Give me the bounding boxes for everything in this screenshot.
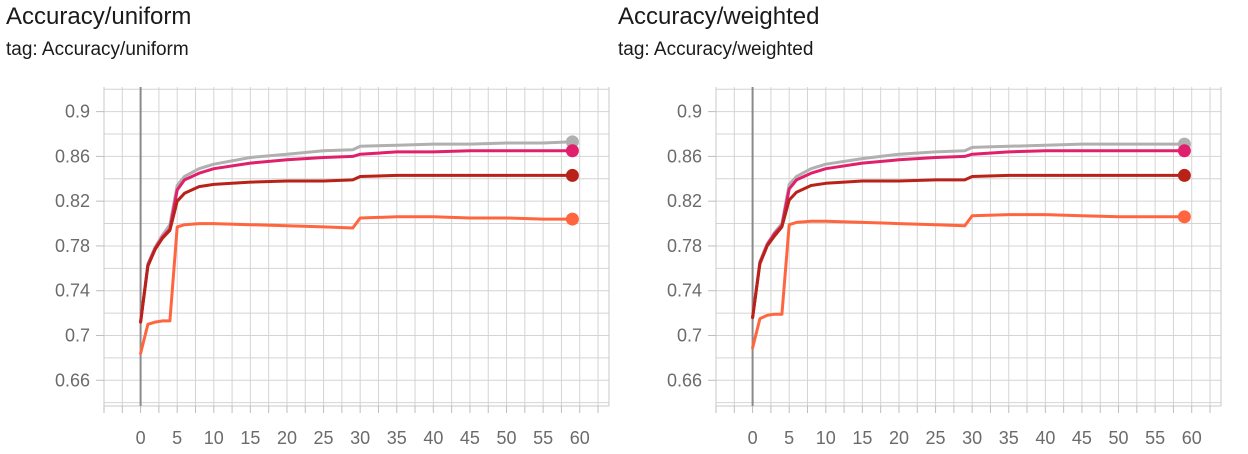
x-tick-label: 15	[852, 428, 872, 448]
x-tick-label: 15	[240, 428, 260, 448]
x-tick-label: 25	[926, 428, 946, 448]
y-tick-label: 0.74	[55, 281, 90, 301]
chart-title: Accuracy/weighted	[618, 3, 820, 30]
x-tick-label: 40	[423, 428, 443, 448]
series-endpoint-1[interactable]	[565, 144, 579, 158]
series-group	[751, 137, 1191, 350]
x-tick-label: 55	[1145, 428, 1165, 448]
x-axis: 0 5 10 15 20 25 30 35 40 45 50 55 60	[103, 405, 609, 448]
grid	[103, 87, 610, 406]
chart-panel-uniform: Accuracy/uniform tag: Accuracy/uniform 0…	[0, 0, 612, 454]
y-axis: 0.66 0.7 0.74 0.78 0.82 0.86 0.9	[55, 102, 104, 390]
chart-tag: tag: Accuracy/weighted	[618, 39, 814, 60]
series-line-2	[139, 173, 574, 324]
y-tick-label: 0.66	[667, 370, 702, 390]
x-tick-label: 5	[172, 428, 182, 448]
series-group	[139, 135, 579, 355]
series-endpoint-0[interactable]	[565, 135, 579, 149]
x-tick-label: 30	[962, 428, 982, 448]
series-endpoint-1[interactable]	[1177, 144, 1191, 158]
y-axis: 0.66 0.7 0.74 0.78 0.82 0.86 0.9	[667, 102, 716, 390]
x-tick-label: 0	[748, 428, 758, 448]
y-tick-label: 0.66	[55, 370, 90, 390]
x-tick-label: 10	[204, 428, 224, 448]
y-tick-label: 0.7	[65, 325, 90, 345]
y-tick-label: 0.9	[65, 102, 90, 122]
y-tick-label: 0.86	[55, 146, 90, 166]
series-endpoint-3[interactable]	[565, 212, 579, 226]
x-tick-label: 45	[460, 428, 480, 448]
x-tick-label: 35	[387, 428, 407, 448]
x-tick-label: 50	[497, 428, 517, 448]
grid	[715, 87, 1222, 406]
y-tick-label: 0.7	[677, 325, 702, 345]
y-tick-label: 0.9	[677, 102, 702, 122]
series-endpoint-2[interactable]	[1177, 168, 1191, 182]
x-tick-label: 35	[999, 428, 1019, 448]
series-line-2	[751, 173, 1186, 320]
y-tick-label: 0.78	[55, 236, 90, 256]
series-line-0	[139, 140, 574, 324]
x-tick-label: 25	[314, 428, 334, 448]
chart-title: Accuracy/uniform	[6, 3, 192, 30]
line-chart-weighted: 0 5 10 15 20 25 30 35 40 45 50 55 600.660.70.740.780…	[667, 87, 1222, 448]
y-tick-label: 0.78	[667, 236, 702, 256]
x-tick-label: 0	[136, 428, 146, 448]
x-tick-label: 45	[1072, 428, 1092, 448]
x-tick-label: 50	[1109, 428, 1129, 448]
x-tick-label: 55	[533, 428, 553, 448]
y-tick-label: 0.86	[667, 146, 702, 166]
y-tick-label: 0.74	[667, 281, 702, 301]
chart-tag: tag: Accuracy/uniform	[6, 39, 189, 60]
x-tick-label: 60	[1182, 428, 1202, 448]
y-tick-label: 0.82	[55, 191, 90, 211]
line-chart-uniform: 0 5 10 15 20 25 30 35 40 45 50 55 600.660.70.740.780…	[55, 87, 610, 448]
x-tick-label: 5	[784, 428, 794, 448]
chart-panel-weighted: Accuracy/weighted tag: Accuracy/weighted…	[612, 0, 1224, 454]
series-endpoint-3[interactable]	[1177, 210, 1191, 224]
y-tick-label: 0.82	[667, 191, 702, 211]
x-tick-label: 30	[350, 428, 370, 448]
x-tick-label: 20	[889, 428, 909, 448]
x-tick-label: 20	[277, 428, 297, 448]
x-tick-label: 10	[816, 428, 836, 448]
series-endpoint-2[interactable]	[565, 168, 579, 182]
series-line-3	[139, 215, 574, 355]
x-axis: 0 5 10 15 20 25 30 35 40 45 50 55 60	[715, 405, 1221, 448]
x-tick-label: 40	[1035, 428, 1055, 448]
series-line-3	[751, 213, 1186, 350]
x-tick-label: 60	[570, 428, 590, 448]
